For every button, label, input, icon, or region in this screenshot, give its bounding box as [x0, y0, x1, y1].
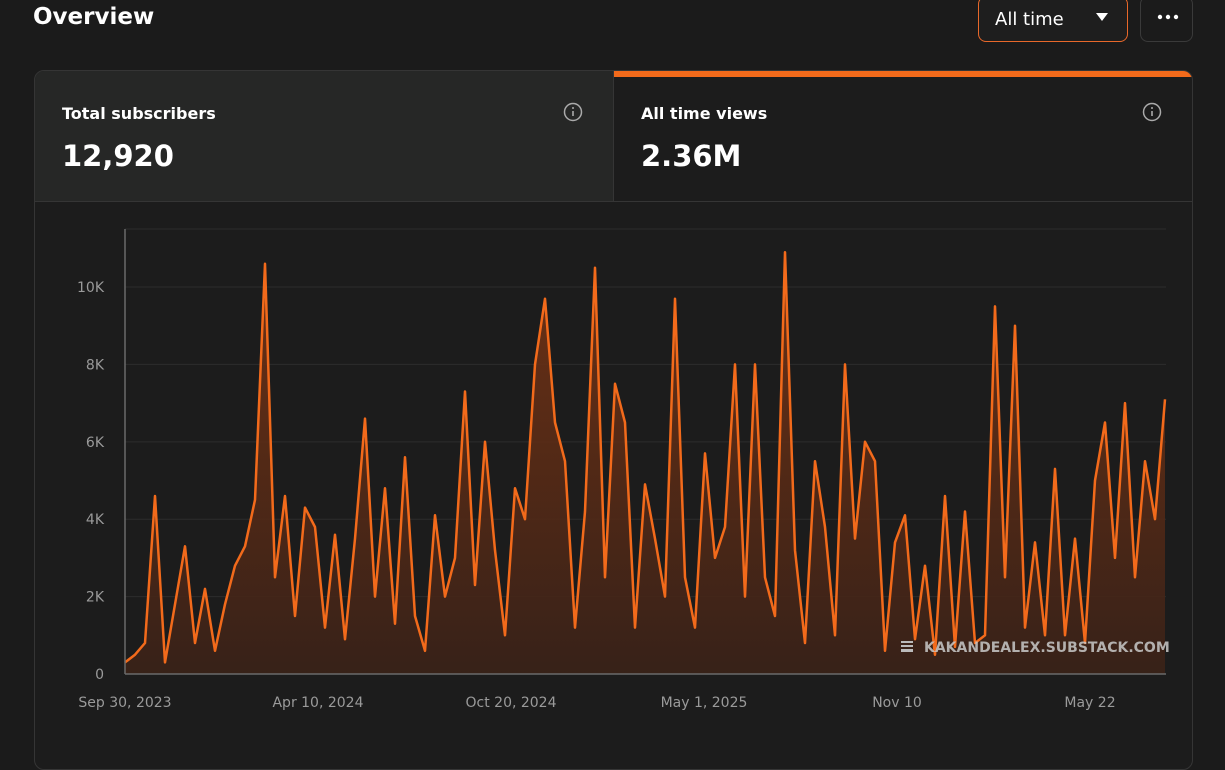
stat-tab[interactable]: Total subscribers 12,920 [35, 71, 614, 202]
y-tick-label: 0 [95, 667, 104, 683]
x-tick-label: Apr 10, 2024 [272, 695, 363, 711]
chart: KAKANDEALEX.SUBSTACK.COM 0 2K 4K 6K 8K 10K Sep… [77, 228, 1170, 711]
range-dropdown[interactable]: All time [978, 0, 1128, 42]
y-tick-label: 10K [77, 280, 105, 296]
x-tick-label: May 22 [1064, 695, 1115, 711]
stat-value: 12,920 [62, 139, 174, 173]
y-tick-label: 8K [86, 357, 105, 373]
area [125, 252, 1165, 674]
more-button[interactable] [1140, 0, 1193, 42]
y-tick-label: 2K [86, 590, 105, 606]
stat-value: 2.36M [641, 139, 742, 173]
y-tick-label: 4K [86, 512, 105, 528]
x-tick-label: May 1, 2025 [661, 695, 748, 711]
stat-tab[interactable]: All time views 2.36M [614, 71, 1192, 202]
watermark: KAKANDEALEX.SUBSTACK.COM [901, 640, 1170, 656]
page: Overview All time Total subscribers 12,9… [33, 0, 1193, 770]
dropdown-arrow [1096, 13, 1108, 21]
stat-label: Total subscribers [62, 104, 216, 123]
line [124, 250, 1167, 664]
x-tick-label: Sep 30, 2023 [78, 695, 171, 711]
page-title: Overview [33, 4, 155, 30]
x-tick-label: Nov 10 [872, 695, 922, 711]
x-tick-label: Oct 20, 2024 [466, 695, 557, 711]
stat-label: All time views [641, 104, 768, 123]
info-icon[interactable] [1141, 101, 1163, 123]
watermark-text: KAKANDEALEX.SUBSTACK.COM [924, 640, 1170, 656]
y-tick-label: 6K [86, 435, 105, 451]
more-icon [1157, 14, 1179, 20]
info-icon[interactable] [562, 101, 584, 123]
range-label: All time [995, 9, 1064, 30]
